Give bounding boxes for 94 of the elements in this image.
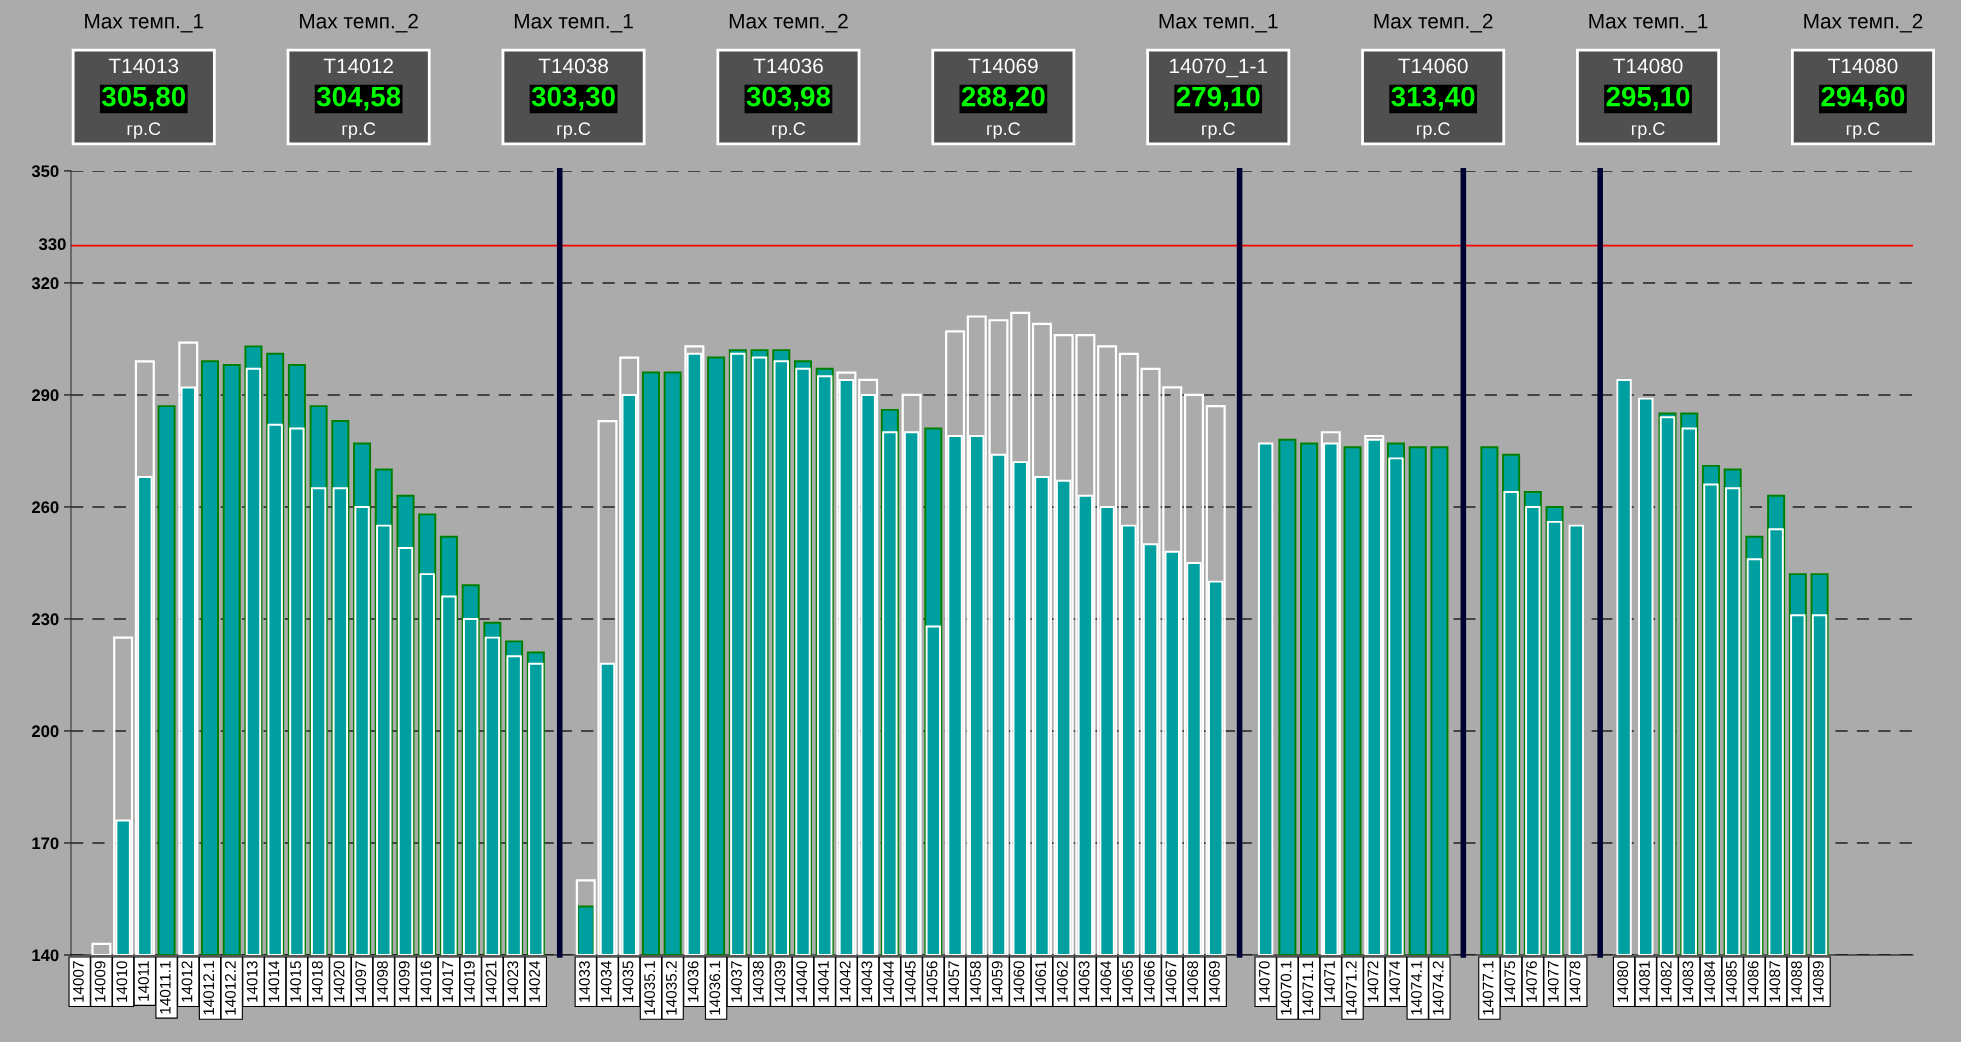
x-tick-label: 14036.1 [709, 961, 721, 1015]
x-tick-label: 14010 [116, 961, 128, 1002]
x-tick-label: 14007 [72, 961, 84, 1002]
x-tick-label: 14071 [1324, 961, 1335, 1002]
x-tick-label: 14042 [839, 961, 851, 1002]
y-tick-label: 170 [32, 837, 59, 850]
y-tick-label: 320 [31, 277, 59, 290]
text: Max темп._2 T14080 294,60 гр.C [1804, 13, 1923, 139]
x-tick-label: 14062 [1056, 961, 1068, 1002]
x-tick-label: 14067 [1165, 961, 1177, 1002]
x-tick-label: 14011 [138, 961, 149, 1001]
x-tick-label: 14069 [1208, 961, 1220, 1002]
x-tick-label: 14078 [1569, 961, 1581, 1002]
x-tick-label: 14034 [600, 960, 612, 1002]
x-tick-label: 14097 [355, 961, 367, 1002]
x-tick-label: 14085 [1725, 961, 1737, 1002]
x-tick-label: 14017 [442, 961, 454, 1002]
x-tick-label: 14071.1 [1302, 961, 1314, 1015]
x-tick-label: 14036 [687, 961, 699, 1002]
x-tick-label: 14015 [290, 961, 301, 1002]
y-tick-label: 260 [31, 501, 59, 514]
x-tick-label: 14023 [507, 961, 519, 1002]
x-tick-label: 14084 [1704, 960, 1716, 1002]
y-tick-label: 350 [31, 165, 59, 178]
x-tick-label: 14098 [377, 961, 388, 1002]
x-tick-label: 14077.1 [1482, 961, 1494, 1015]
x-tick-label: 14072 [1367, 961, 1379, 1002]
x-tick-label: 14044 [883, 960, 894, 1002]
x-tick-label: 14058 [970, 961, 981, 1002]
x-tick-label: 14012 [181, 961, 193, 1002]
x-tick-label: 14021 [485, 961, 497, 1002]
x-tick-label: 14082 [1660, 961, 1672, 1002]
x-tick-label: 14033 [579, 961, 590, 1002]
x-tick-label: 14086 [1747, 961, 1759, 1002]
x-tick-label: 14019 [463, 961, 475, 1002]
text: Max темп._2 T14060 313,40 гр.C [1374, 13, 1493, 139]
x-tick-label: 14013 [246, 961, 258, 1002]
x-tick-label: 14011.1 [159, 961, 171, 1014]
x-tick-label: 14066 [1143, 961, 1155, 1002]
x-tick-label: 14057 [948, 961, 960, 1002]
x-tick-label: 14074.1 [1410, 961, 1422, 1015]
x-tick-label: 14068 [1187, 961, 1199, 1002]
x-tick-label: 14089 [1812, 961, 1824, 1002]
x-tick-label: 14076 [1526, 961, 1537, 1002]
x-tick-label: 14056 [926, 961, 938, 1002]
y-tick-label: 140 [32, 949, 59, 962]
x-tick-label: 14059 [991, 961, 1003, 1002]
y-tick-label: 290 [31, 389, 59, 402]
x-tick-label: 14065 [1122, 961, 1133, 1002]
text: Max темп._1 14070_1-1 279,10 гр.C [1159, 13, 1278, 139]
x-tick-label: 14070.1 [1280, 961, 1292, 1015]
x-tick-label: 14099 [398, 961, 410, 1002]
x-tick-label: 14061 [1035, 961, 1047, 1002]
x-tick-label: 14024 [529, 960, 540, 1002]
x-tick-label: 14088 [1791, 961, 1802, 1002]
x-tick-label: 14037 [731, 961, 742, 1002]
x-tick-label: 14014 [268, 960, 280, 1002]
x-tick-label: 14043 [861, 961, 873, 1002]
x-tick-label: 14041 [818, 961, 829, 1002]
x-tick-label: 14038 [752, 961, 764, 1002]
x-tick-label: 14020 [333, 961, 345, 1002]
x-tick-label: 14081 [1639, 961, 1650, 1002]
x-tick-label: 14063 [1078, 961, 1090, 1002]
x-tick-label: 14087 [1769, 961, 1781, 1002]
x-tick-label: 14075 [1504, 961, 1516, 1002]
x-tick-label: 14035.2 [665, 961, 677, 1015]
x-tick-label: 14045 [904, 961, 916, 1002]
x-tick-label: 14077 [1547, 961, 1559, 1002]
ref-line-label: 330 [38, 238, 66, 251]
text: Max темп._1 T14038 303,30 гр.C [514, 13, 633, 139]
text: Max темп._1 T14080 295,10 гр.C [1589, 13, 1708, 139]
y-tick-label: 200 [31, 725, 59, 738]
text: Max темп._1 T14013 305,80 гр.C [85, 13, 204, 139]
x-tick-label: 14070 [1258, 961, 1270, 1002]
x-tick-label: 14012.2 [225, 961, 236, 1015]
text: Max темп._2 T14036 303,98 гр.C [729, 13, 848, 139]
x-tick-label: 14012.1 [203, 961, 215, 1015]
x-tick-label: 14039 [774, 961, 786, 1002]
text: Max темп._2 T14012 304,58 гр.C [300, 13, 418, 139]
x-tick-label: 14071.2 [1345, 961, 1357, 1015]
x-tick-label: 14080 [1617, 961, 1629, 1002]
x-tick-label: 14040 [796, 961, 808, 1002]
x-tick-label: 14083 [1682, 961, 1694, 1002]
x-tick-label: 14035.1 [644, 961, 656, 1015]
x-tick-label: 14018 [311, 961, 323, 1002]
x-tick-label: 14009 [94, 961, 106, 1002]
y-tick-label: 230 [31, 613, 59, 626]
x-tick-label: 14016 [420, 961, 432, 1002]
x-tick-label: 14064 [1100, 960, 1112, 1002]
text: T14069 288,20 гр.C [961, 58, 1045, 139]
x-tick-label: 14074 [1389, 960, 1401, 1002]
x-tick-label: 14060 [1013, 961, 1025, 1002]
x-tick-label: 14035 [622, 961, 634, 1002]
x-tick-label: 14074.2 [1432, 961, 1444, 1015]
